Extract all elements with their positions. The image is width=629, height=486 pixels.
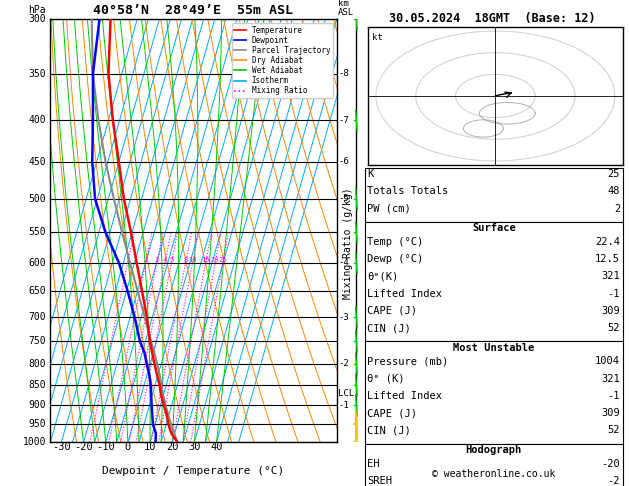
Text: 350: 350	[28, 69, 46, 79]
Text: -2: -2	[338, 359, 348, 368]
Text: 4: 4	[163, 257, 167, 263]
Text: 2: 2	[614, 204, 620, 214]
Text: 0: 0	[125, 442, 131, 452]
Text: 400: 400	[28, 116, 46, 125]
Text: -5: -5	[338, 194, 348, 203]
Text: -3: -3	[338, 312, 348, 322]
Text: 52: 52	[608, 426, 620, 435]
Text: -10: -10	[96, 442, 115, 452]
Text: 3: 3	[155, 257, 159, 263]
Text: -20: -20	[601, 459, 620, 469]
Text: Totals Totals: Totals Totals	[367, 186, 448, 196]
Text: 550: 550	[28, 227, 46, 237]
Text: Lifted Index: Lifted Index	[367, 391, 442, 401]
Text: 22.4: 22.4	[595, 237, 620, 247]
Text: CIN (J): CIN (J)	[367, 426, 411, 435]
Text: -4: -4	[338, 259, 348, 267]
Text: -1: -1	[338, 401, 348, 410]
Text: Hodograph: Hodograph	[465, 445, 522, 455]
Text: © weatheronline.co.uk: © weatheronline.co.uk	[432, 469, 555, 479]
Text: Temp (°C): Temp (°C)	[367, 237, 423, 247]
Text: Pressure (mb): Pressure (mb)	[367, 356, 448, 366]
Text: 20: 20	[211, 257, 220, 263]
Text: 1004: 1004	[595, 356, 620, 366]
Text: 10: 10	[144, 442, 156, 452]
Text: -1: -1	[608, 391, 620, 401]
Text: CIN (J): CIN (J)	[367, 323, 411, 333]
Text: 309: 309	[601, 408, 620, 418]
Text: hPa: hPa	[28, 5, 46, 15]
Text: 25: 25	[608, 169, 620, 179]
Text: Surface: Surface	[472, 224, 516, 233]
Text: 300: 300	[28, 15, 46, 24]
Text: 450: 450	[28, 157, 46, 167]
Text: 850: 850	[28, 380, 46, 390]
Text: -2: -2	[608, 476, 620, 486]
Text: 309: 309	[601, 306, 620, 316]
Text: 321: 321	[601, 374, 620, 384]
Text: 5: 5	[169, 257, 174, 263]
Text: 600: 600	[28, 258, 46, 268]
Text: 30: 30	[188, 442, 201, 452]
Text: 10: 10	[188, 257, 197, 263]
Text: 2: 2	[143, 257, 148, 263]
Text: kt: kt	[372, 33, 382, 42]
Text: 15: 15	[201, 257, 210, 263]
Text: 1: 1	[126, 257, 130, 263]
Text: 650: 650	[28, 286, 46, 296]
Text: PW (cm): PW (cm)	[367, 204, 411, 214]
Text: 30.05.2024  18GMT  (Base: 12): 30.05.2024 18GMT (Base: 12)	[389, 12, 596, 25]
Text: 321: 321	[601, 271, 620, 281]
Title: 40°58’N  28°49’E  55m ASL: 40°58’N 28°49’E 55m ASL	[94, 4, 293, 17]
Text: Dewpoint / Temperature (°C): Dewpoint / Temperature (°C)	[103, 466, 284, 475]
Text: -7: -7	[338, 116, 348, 125]
Text: 20: 20	[166, 442, 179, 452]
Text: Mixing Ratio (g/kg): Mixing Ratio (g/kg)	[343, 187, 353, 299]
Text: -1: -1	[608, 289, 620, 299]
Text: 52: 52	[608, 323, 620, 333]
Text: 48: 48	[608, 186, 620, 196]
Text: Most Unstable: Most Unstable	[453, 343, 535, 353]
Text: 950: 950	[28, 419, 46, 429]
Text: 25: 25	[218, 257, 227, 263]
Text: -30: -30	[52, 442, 71, 452]
Text: Dewp (°C): Dewp (°C)	[367, 254, 423, 264]
Text: θᵉ(K): θᵉ(K)	[367, 271, 399, 281]
Text: θᵉ (K): θᵉ (K)	[367, 374, 405, 384]
Text: km
ASL: km ASL	[338, 0, 354, 17]
Text: 1000: 1000	[23, 437, 46, 447]
Text: 900: 900	[28, 400, 46, 410]
Text: 800: 800	[28, 359, 46, 369]
Text: CAPE (J): CAPE (J)	[367, 408, 417, 418]
Text: 40: 40	[210, 442, 223, 452]
Text: -20: -20	[74, 442, 93, 452]
Text: 8: 8	[184, 257, 187, 263]
Legend: Temperature, Dewpoint, Parcel Trajectory, Dry Adiabat, Wet Adiabat, Isotherm, Mi: Temperature, Dewpoint, Parcel Trajectory…	[232, 23, 333, 98]
Text: 700: 700	[28, 312, 46, 322]
Text: 750: 750	[28, 336, 46, 346]
Text: -8: -8	[338, 69, 348, 78]
Text: -6: -6	[338, 157, 348, 166]
Text: Lifted Index: Lifted Index	[367, 289, 442, 299]
Text: 12.5: 12.5	[595, 254, 620, 264]
Text: EH: EH	[367, 459, 380, 469]
Text: K: K	[367, 169, 374, 179]
Text: 500: 500	[28, 194, 46, 204]
Text: SREH: SREH	[367, 476, 392, 486]
Text: LCL: LCL	[338, 389, 354, 398]
Text: CAPE (J): CAPE (J)	[367, 306, 417, 316]
